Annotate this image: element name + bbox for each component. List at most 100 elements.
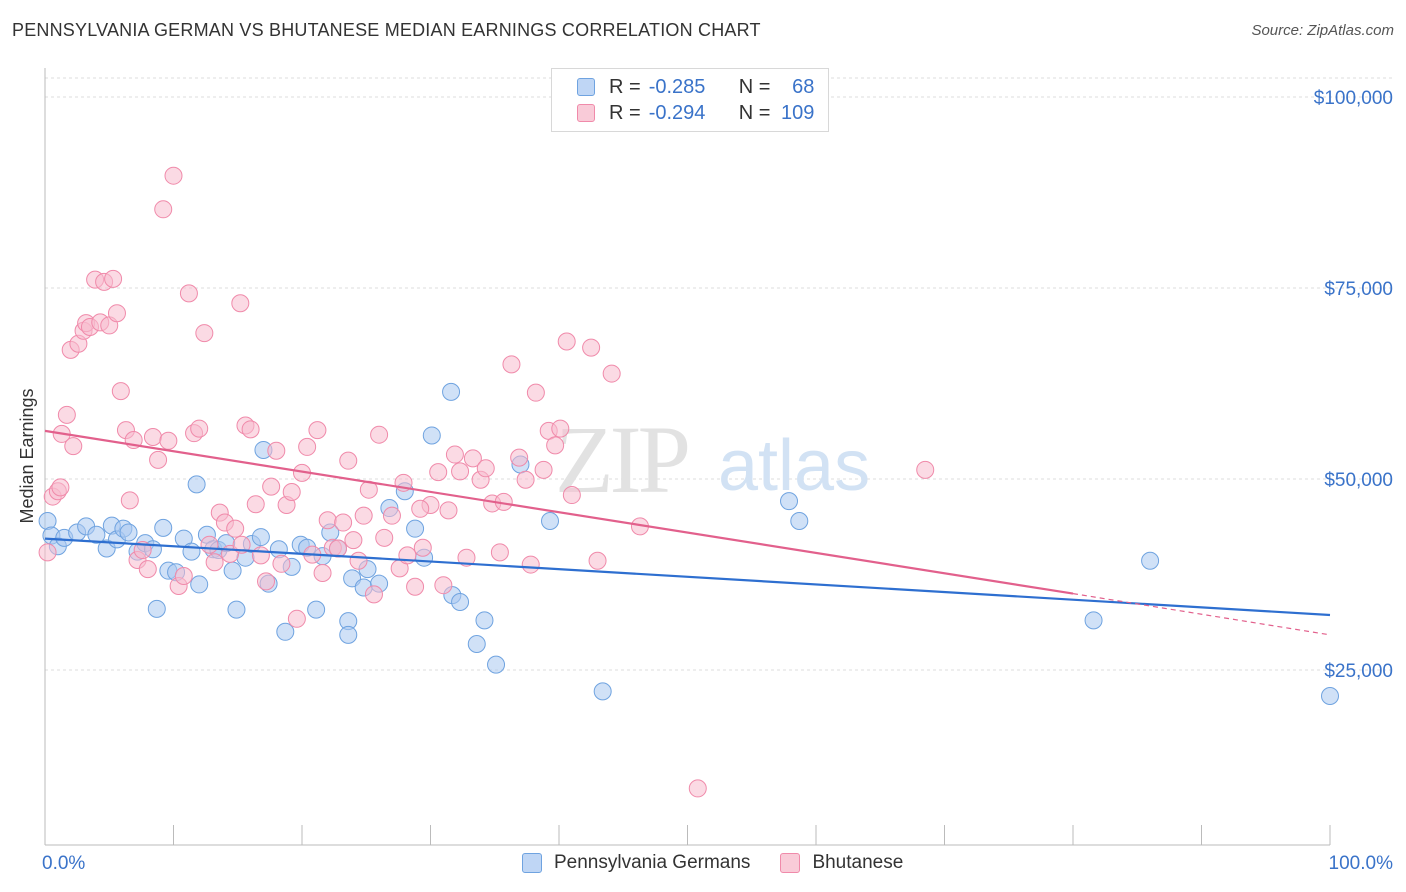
y-tick-label: $25,000: [1324, 661, 1393, 682]
data-point: [334, 513, 353, 532]
data-point: [688, 779, 707, 798]
data-point: [551, 419, 570, 438]
watermark: ZIP atlas: [555, 406, 870, 513]
data-point: [490, 543, 509, 562]
data-point: [602, 364, 621, 383]
data-point: [344, 531, 363, 550]
data-point: [164, 166, 183, 185]
data-point: [467, 635, 486, 654]
data-point: [557, 332, 576, 351]
data-point: [364, 585, 383, 604]
data-point: [272, 554, 291, 573]
axis-labels: $25,000 $50,000 $75,000 $100,000 0.0% 100.0% M…: [17, 88, 1393, 874]
x-tick-label-right: 100.0%: [1329, 853, 1394, 874]
data-point: [87, 525, 106, 544]
data-point: [546, 436, 565, 455]
data-point: [251, 546, 270, 565]
data-point: [339, 451, 358, 470]
series-legend-item-bhutanese[interactable]: Bhutanese: [780, 852, 903, 874]
data-point: [111, 382, 130, 401]
axes: [44, 68, 1331, 846]
data-point: [200, 535, 219, 554]
data-point: [133, 541, 152, 560]
data-point: [916, 460, 935, 479]
data-point: [64, 437, 83, 456]
data-point: [413, 538, 432, 557]
data-point: [475, 611, 494, 630]
data-point: [526, 383, 545, 402]
data-point: [257, 572, 276, 591]
data-point: [510, 448, 529, 467]
data-point: [1141, 551, 1160, 570]
data-point: [51, 478, 70, 497]
legend-n-value: 68: [792, 75, 815, 98]
data-point: [318, 511, 337, 530]
data-point: [411, 499, 430, 518]
data-point: [442, 382, 461, 401]
data-point: [241, 420, 260, 439]
data-point: [187, 475, 206, 494]
data-point: [57, 405, 76, 424]
data-point: [463, 449, 482, 468]
data-point: [190, 419, 209, 438]
legend-row-pennsylvania-germans: R = -0.285 N = 68: [577, 75, 814, 99]
data-point: [159, 431, 178, 450]
data-point: [119, 523, 138, 542]
data-point: [276, 622, 295, 641]
data-point: [790, 512, 809, 531]
data-point: [287, 609, 306, 628]
data-point: [780, 492, 799, 511]
y-tick-label: $75,000: [1324, 279, 1393, 300]
series-swatch-pink: [780, 853, 801, 873]
legend-n-label: N =: [738, 101, 771, 124]
data-point: [143, 427, 162, 446]
series-legend: Pennsylvania Germans Bhutanese: [522, 852, 933, 874]
data-point: [154, 518, 173, 537]
data-point: [588, 551, 607, 570]
trend-lines: [44, 429, 1331, 636]
legend-r-label: R =: [609, 101, 641, 124]
data-point: [445, 445, 464, 464]
data-point: [147, 599, 166, 618]
data-point: [149, 450, 168, 469]
data-point: [262, 477, 281, 496]
data-point: [182, 542, 201, 561]
data-point: [227, 600, 246, 619]
x-tick-label-left: 0.0%: [42, 853, 85, 874]
data-point: [226, 519, 245, 538]
legend-n-value: 109: [781, 101, 815, 124]
data-point: [223, 561, 242, 580]
data-point: [104, 269, 123, 288]
watermark-atlas: atlas: [718, 426, 870, 506]
data-point: [487, 655, 506, 674]
data-point: [541, 512, 560, 531]
data-point: [476, 459, 495, 478]
data-point: [138, 560, 157, 579]
correlation-legend: R = -0.285 N = 68 R = -0.294 N = 109: [551, 68, 829, 132]
data-point: [190, 575, 209, 594]
data-point: [439, 501, 458, 520]
data-point: [154, 200, 173, 219]
data-point: [339, 625, 358, 644]
legend-r-value: -0.294: [648, 101, 706, 124]
data-point: [502, 355, 521, 374]
data-point: [174, 567, 193, 586]
data-point: [562, 486, 581, 505]
data-point: [195, 324, 214, 343]
data-point: [1084, 611, 1103, 630]
data-point: [370, 425, 389, 444]
data-point: [521, 555, 540, 574]
data-point: [231, 294, 250, 313]
data-point: [267, 441, 286, 460]
series-legend-item-pennsylvania-germans[interactable]: Pennsylvania Germans: [522, 852, 750, 874]
data-point: [582, 338, 601, 357]
data-point: [354, 506, 373, 525]
legend-r-label: R =: [609, 75, 641, 98]
data-point: [429, 463, 448, 482]
data-point: [205, 553, 224, 572]
trend-line: [44, 429, 1074, 595]
y-tick-label: $50,000: [1324, 470, 1393, 491]
data-point: [406, 519, 425, 538]
data-point: [298, 437, 317, 456]
